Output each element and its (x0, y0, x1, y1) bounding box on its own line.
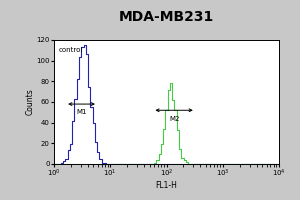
Text: control: control (58, 47, 83, 53)
X-axis label: FL1-H: FL1-H (156, 181, 177, 190)
Text: M2: M2 (169, 116, 179, 122)
Text: M1: M1 (76, 109, 87, 115)
Title: MDA-MB231: MDA-MB231 (119, 10, 214, 24)
Y-axis label: Counts: Counts (26, 89, 35, 115)
